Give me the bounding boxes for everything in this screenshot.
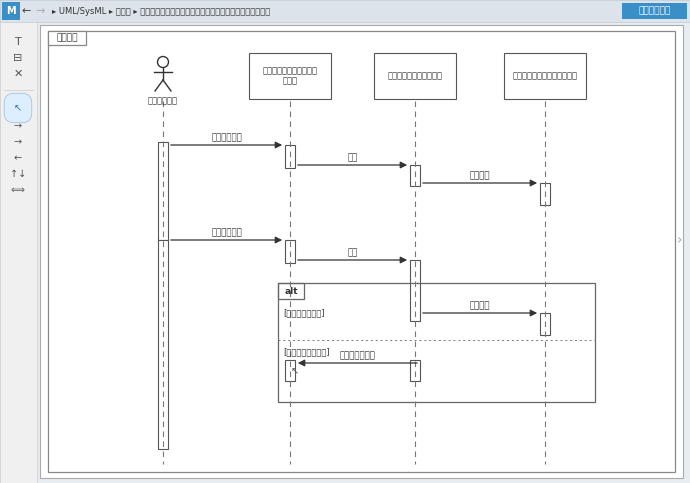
- Text: ⟺: ⟺: [11, 185, 25, 195]
- Text: ドア制御：コントローラ: ドア制御：コントローラ: [388, 71, 442, 81]
- Text: ✕: ✕: [13, 69, 23, 79]
- Bar: [285, 240, 295, 263]
- Text: M: M: [6, 6, 16, 16]
- Text: →: →: [14, 137, 22, 147]
- Bar: [504, 53, 586, 99]
- Text: ←: ←: [14, 153, 22, 163]
- Text: ↑↓: ↑↓: [10, 169, 26, 179]
- Text: →: →: [35, 6, 45, 16]
- Text: ⊟: ⊟: [13, 53, 23, 63]
- Text: T: T: [14, 37, 21, 47]
- Bar: [278, 283, 595, 402]
- Bar: [278, 283, 304, 299]
- Bar: [249, 53, 331, 99]
- Text: スイッチ操作: スイッチ操作: [211, 133, 242, 142]
- Text: ↖: ↖: [14, 103, 22, 113]
- Bar: [540, 313, 550, 335]
- Bar: [410, 360, 420, 381]
- Bar: [48, 31, 86, 45]
- Bar: [2, 2, 20, 20]
- Text: 施鍵: 施鍵: [347, 154, 357, 162]
- Bar: [158, 142, 168, 240]
- Text: ドアロック：アクチゥエータ: ドアロック：アクチゥエータ: [513, 71, 578, 81]
- Bar: [622, 3, 687, 19]
- Text: ←: ←: [21, 6, 30, 16]
- Text: フレーム: フレーム: [57, 33, 78, 43]
- Bar: [0, 22, 37, 483]
- Text: 施鍵動作: 施鍵動作: [470, 171, 491, 181]
- Text: キャンセル通知: キャンセル通知: [339, 352, 375, 360]
- Text: ドアスイッチ：スイッチ
パネル: ドアスイッチ：スイッチ パネル: [262, 66, 317, 85]
- Text: シーケンス図: シーケンス図: [638, 6, 671, 15]
- Text: [車速＞＝一定速度]: [車速＞＝一定速度]: [283, 347, 330, 356]
- Text: 解鍵: 解鍵: [347, 248, 357, 257]
- Text: [車速＜一定速度]: [車速＜一定速度]: [283, 309, 324, 317]
- Bar: [0, 0, 690, 22]
- Bar: [540, 183, 550, 205]
- Text: ↖: ↖: [291, 366, 299, 376]
- Text: ：ドライバー: ：ドライバー: [148, 96, 178, 105]
- Bar: [285, 360, 295, 381]
- Text: ▸ UML/SysML ▸ モデル ▸ コンポーネント間シーケンス図（複合フラグメント追加）: ▸ UML/SysML ▸ モデル ▸ コンポーネント間シーケンス図（複合フラグ…: [52, 6, 270, 15]
- Bar: [410, 260, 420, 321]
- Text: alt: alt: [284, 286, 298, 296]
- Bar: [158, 240, 168, 449]
- Bar: [285, 145, 295, 168]
- Bar: [374, 53, 456, 99]
- Text: →: →: [14, 121, 22, 131]
- Bar: [410, 165, 420, 186]
- Text: ›: ›: [678, 233, 682, 247]
- Text: スイッチ操作: スイッチ操作: [211, 228, 242, 238]
- Text: 解鍵動作: 解鍵動作: [470, 301, 491, 311]
